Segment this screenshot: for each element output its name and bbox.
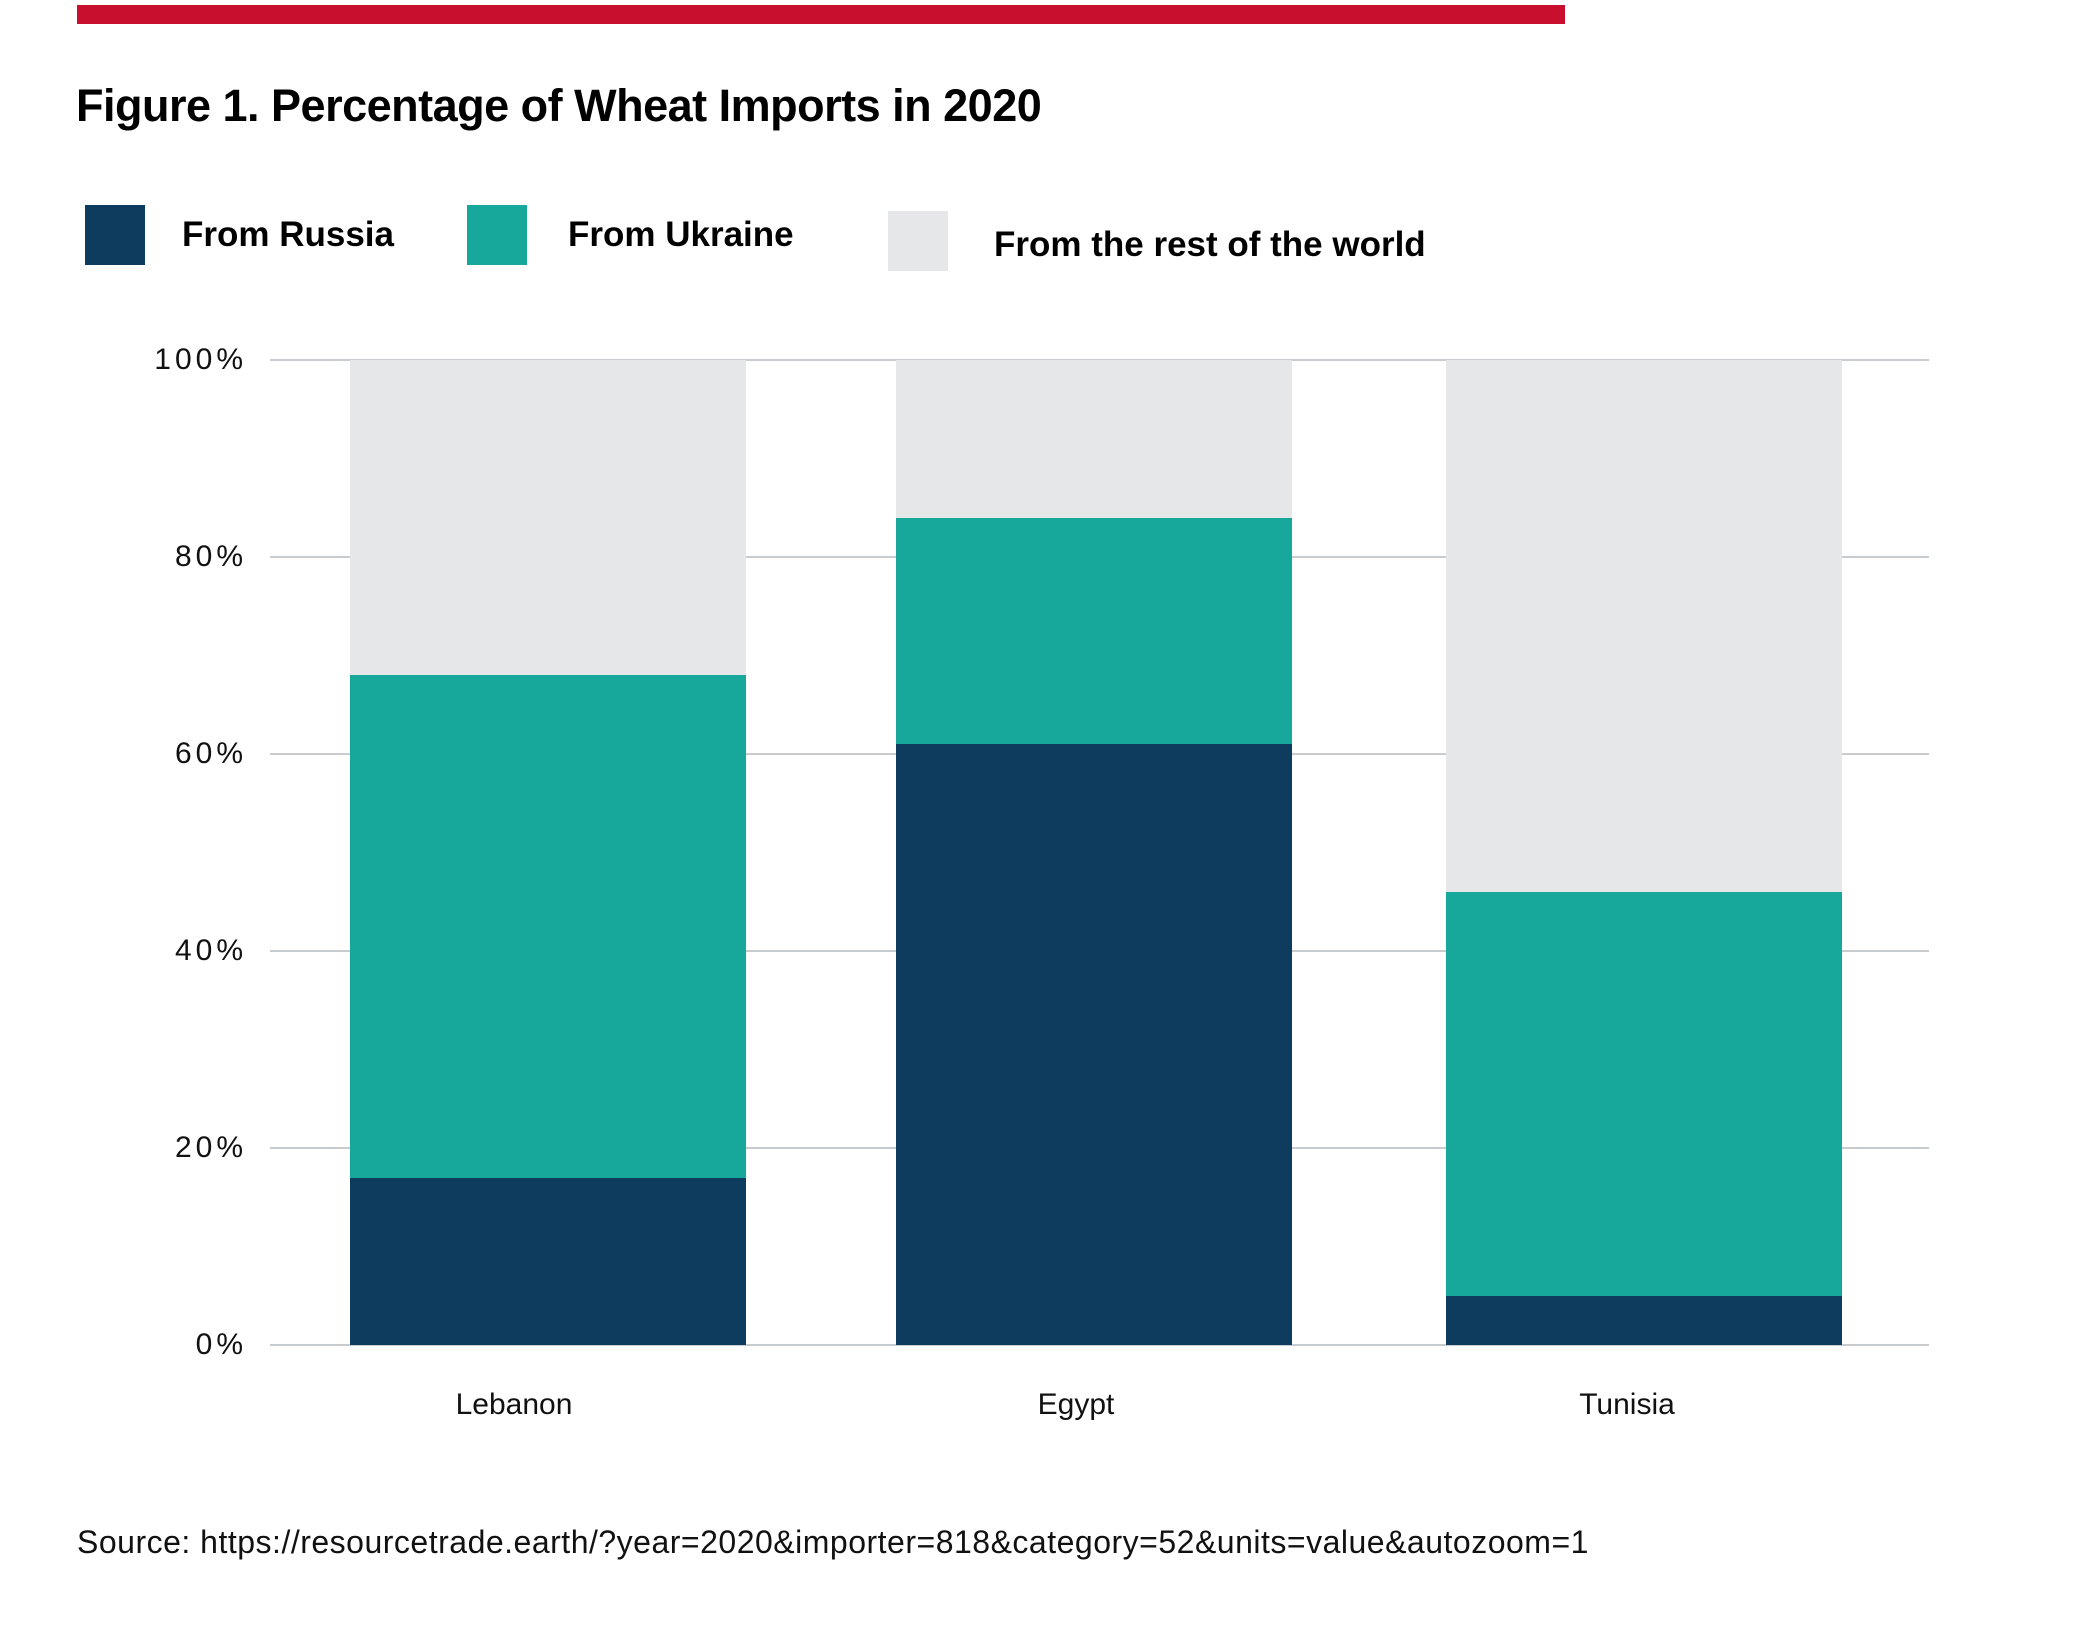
bar-segment-lebanon-from-the-rest-of-the-world [350,360,746,676]
bar-tunisia [1446,360,1842,1345]
bar-segment-egypt-from-russia [896,744,1292,1345]
x-axis-label-egypt: Egypt [1037,1388,1115,1421]
bar-segment-egypt-from-the-rest-of-the-world [896,360,1292,518]
bar-egypt [896,360,1292,1345]
legend-label-1: From Ukraine [568,215,794,254]
y-axis-tick-100%: 100% [154,343,247,376]
bar-segment-tunisia-from-the-rest-of-the-world [1446,360,1842,892]
y-axis-tick-40%: 40% [174,934,247,967]
bar-segment-tunisia-from-ukraine [1446,891,1842,1296]
bar-segment-lebanon-from-russia [350,1177,746,1345]
y-axis-tick-20%: 20% [174,1131,247,1164]
figure-title: Figure 1. Percentage of Wheat Imports in… [76,80,1042,131]
y-axis-tick-0%: 0% [195,1328,247,1361]
bar-segment-tunisia-from-russia [1446,1295,1842,1345]
legend-swatch-2 [888,211,948,271]
bar-lebanon [350,360,746,1345]
source-note: Source: https://resourcetrade.earth/?yea… [77,1524,1589,1560]
legend-label-0: From Russia [182,215,394,254]
legend-swatch-1 [467,205,527,265]
legend-swatch-0 [85,205,145,265]
y-axis-tick-60%: 60% [174,737,247,770]
bar-segment-egypt-from-ukraine [896,517,1292,745]
x-axis-label-lebanon: Lebanon [455,1388,573,1421]
legend-label-2: From the rest of the world [994,225,1426,264]
x-axis-label-tunisia: Tunisia [1579,1388,1675,1421]
y-axis-tick-80%: 80% [174,540,247,573]
gridline-0% [270,1344,1929,1346]
bar-segment-lebanon-from-ukraine [350,675,746,1178]
accent-bar [77,5,1565,24]
